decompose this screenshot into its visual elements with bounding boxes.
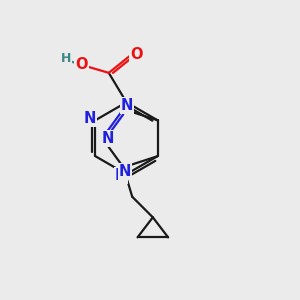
Text: H: H — [61, 52, 71, 65]
Text: O: O — [75, 57, 88, 72]
Text: O: O — [130, 47, 143, 62]
Text: N: N — [84, 111, 96, 126]
Text: N: N — [115, 168, 127, 183]
Text: N: N — [121, 98, 133, 113]
Text: N: N — [119, 164, 131, 179]
Text: N: N — [102, 131, 114, 146]
